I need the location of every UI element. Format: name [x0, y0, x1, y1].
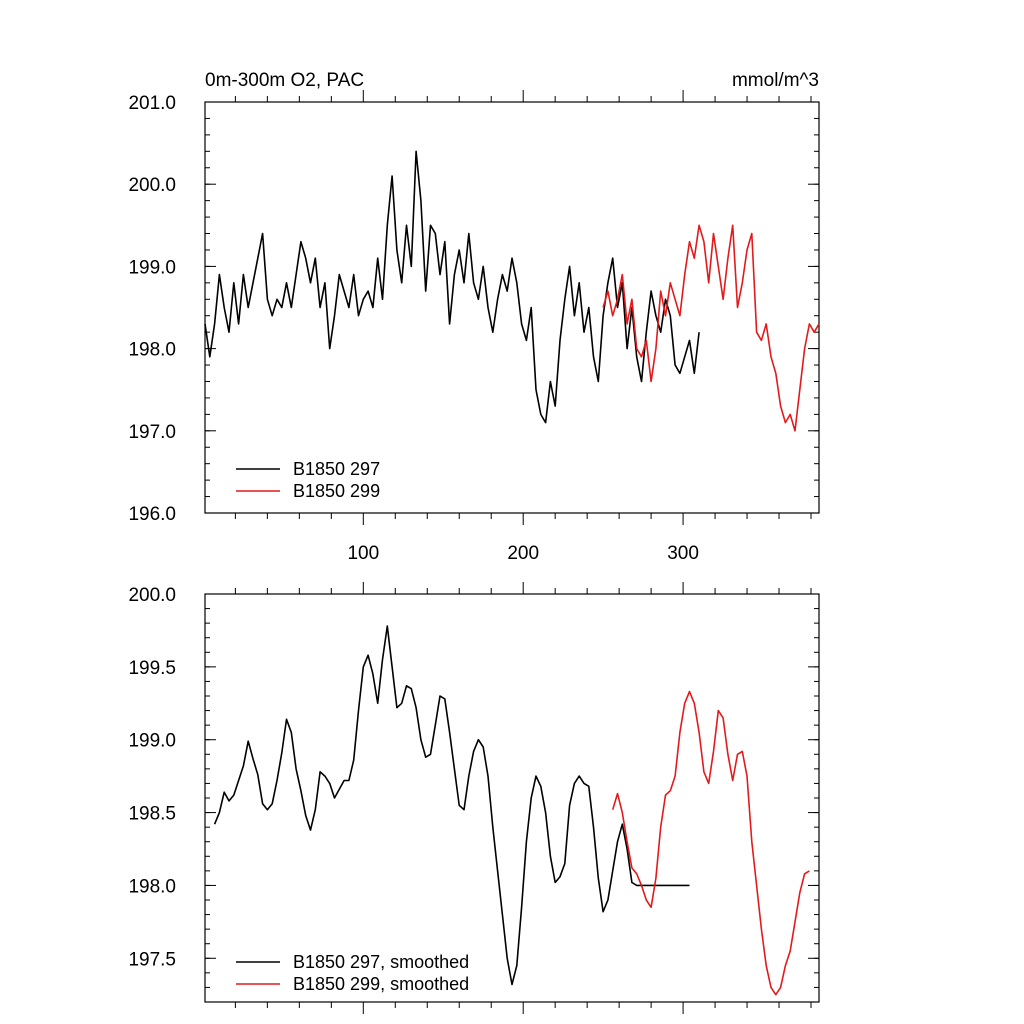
legend-label: B1850 299, smoothed — [293, 974, 469, 994]
y-tick-label: 199.0 — [128, 257, 176, 278]
y-tick-label: 201.0 — [128, 93, 176, 114]
top-title-units: mmol/m^3 — [732, 70, 819, 91]
x-tick-label: 200 — [507, 543, 539, 564]
bottom-series-line-2 — [611, 690, 810, 996]
y-tick-label: 200.0 — [128, 175, 176, 196]
y-tick-label: 197.0 — [128, 422, 176, 443]
top-axis-ticks: 196.0 197.0 198.0 199.0 200.0 201.0 100 200 300 — [128, 90, 819, 564]
top-series-line-2 — [602, 224, 820, 432]
legend-label: B1850 299 — [293, 481, 380, 501]
y-tick-label: 199.0 — [128, 731, 176, 752]
bottom-panel: 197.5 198.0 198.5 199.0 199.5 200.0 B1850 297… — [128, 582, 820, 1014]
y-tick-label: 198.5 — [128, 804, 176, 825]
bottom-axis-ticks: 197.5 198.0 198.5 199.0 199.5 200.0 — [128, 582, 819, 1014]
bottom-plot-frame — [204, 593, 820, 1003]
y-tick-label: 196.0 — [128, 504, 176, 525]
bottom-series-line-1 — [213, 625, 690, 986]
bottom-series-group — [213, 625, 810, 996]
top-series-line-1 — [204, 150, 700, 424]
top-title-left: 0m-300m O2, PAC — [205, 70, 364, 91]
y-tick-label: 200.0 — [128, 585, 176, 606]
top-series-group — [204, 150, 820, 432]
legend-label: B1850 297, smoothed — [293, 952, 469, 972]
y-tick-label: 198.0 — [128, 340, 176, 361]
y-tick-label: 199.5 — [128, 658, 176, 679]
top-plot-frame — [204, 101, 820, 514]
x-tick-label: 100 — [347, 543, 379, 564]
y-tick-label: 197.5 — [128, 949, 176, 970]
x-tick-label: 300 — [667, 543, 699, 564]
y-tick-label: 198.0 — [128, 876, 176, 897]
legend-label: B1850 297 — [293, 459, 380, 479]
